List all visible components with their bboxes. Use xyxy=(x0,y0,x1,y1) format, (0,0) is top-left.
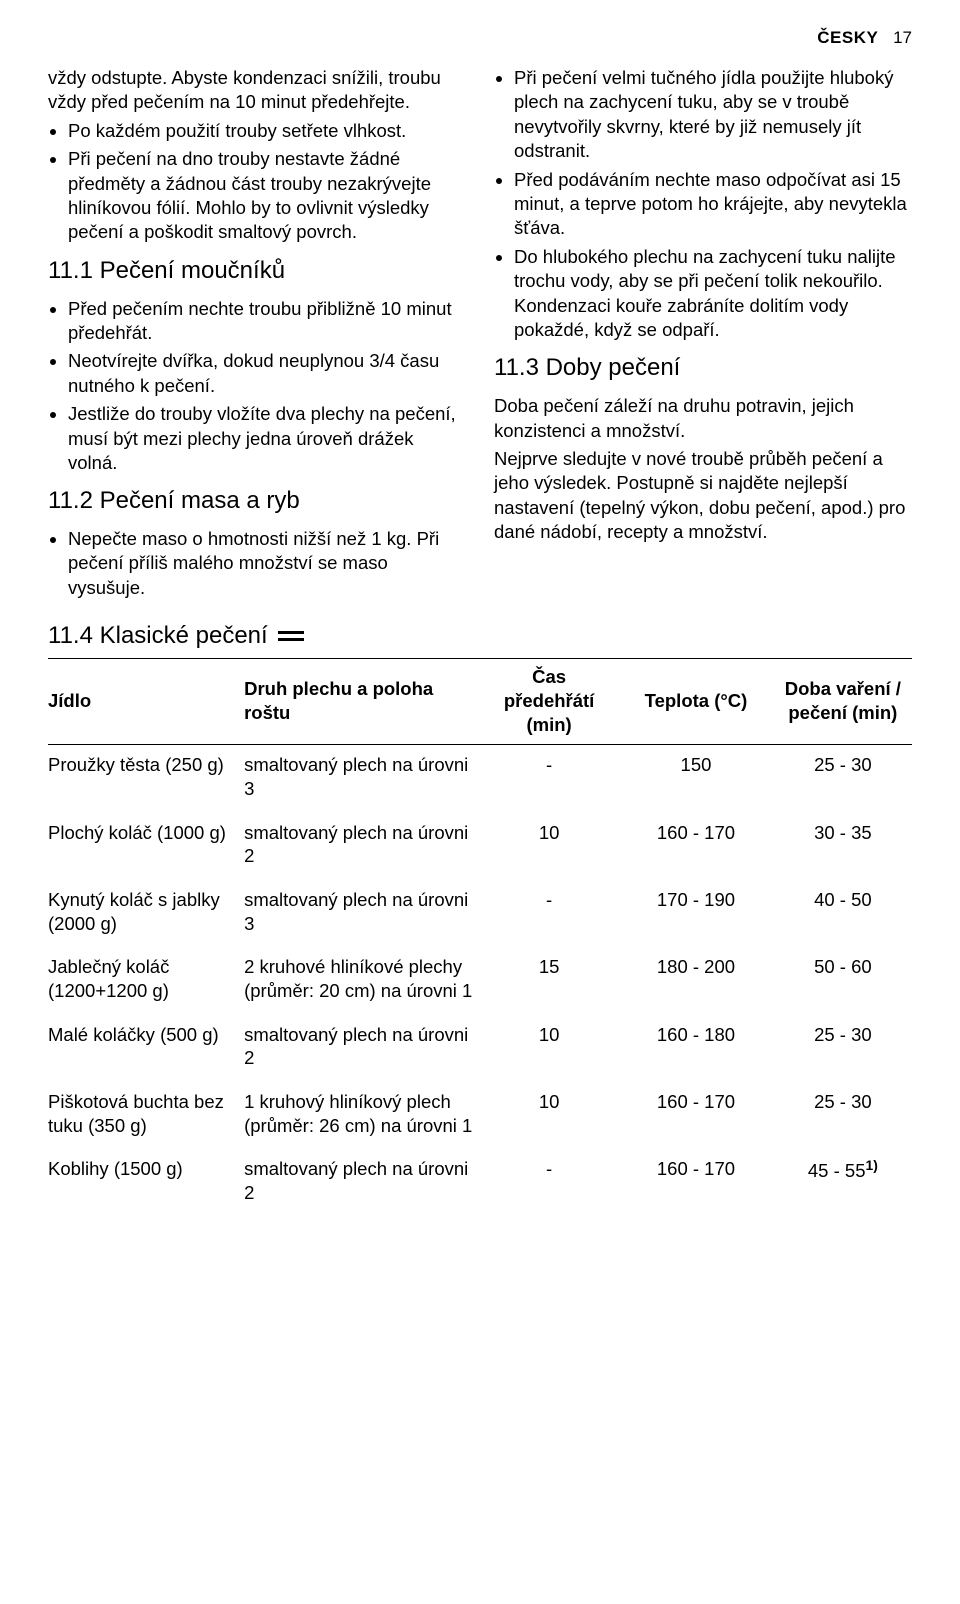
cell-temp: 180 - 200 xyxy=(618,947,774,1014)
left-column: vždy odstupte. Abyste kondenzaci snížili… xyxy=(48,66,466,610)
cell-temp: 160 - 170 xyxy=(618,1149,774,1216)
cell-tray: 2 kruhové hliníkové plechy (průměr: 20 c… xyxy=(238,947,480,1014)
cell-food: Jablečný koláč (1200+1200 g) xyxy=(48,947,238,1014)
section-11-2-bullets: Nepečte maso o hmotnosti nižší než 1 kg.… xyxy=(48,527,466,600)
cell-food: Malé koláčky (500 g) xyxy=(48,1015,238,1082)
list-item: Do hlubokého plechu na zachycení tuku na… xyxy=(514,245,912,343)
th-preheat: Čas předehřátí (min) xyxy=(480,659,618,745)
section-11-1-bullets: Před pečením nechte troubu přibližně 10 … xyxy=(48,297,466,476)
cell-cook: 40 - 50 xyxy=(774,880,912,947)
list-item: Před pečením nechte troubu přibližně 10 … xyxy=(68,297,466,346)
table-row: Plochý koláč (1000 g)smaltovaný plech na… xyxy=(48,813,912,880)
cell-tray: smaltovaný plech na úrovni 3 xyxy=(238,880,480,947)
section-11-3-p2: Nejprve sledujte v nové troubě průběh pe… xyxy=(494,447,912,545)
section-11-4-label: 11.4 Klasické pečení xyxy=(48,622,268,650)
table-row: Proužky těsta (250 g)smaltovaný plech na… xyxy=(48,745,912,813)
section-11-2-title: 11.2 Pečení masa a ryb xyxy=(48,485,466,517)
table-row: Kynutý koláč s jablky (2000 g)smaltovaný… xyxy=(48,880,912,947)
th-cook: Doba vaření / pečení (min) xyxy=(774,659,912,745)
baking-table: Jídlo Druh plechu a poloha roštu Čas pře… xyxy=(48,658,912,1216)
intro-bullet: Po každém použití trouby setřete vlhkost… xyxy=(68,119,466,143)
page-header: ČESKY 17 xyxy=(48,28,912,48)
cell-preheat: 10 xyxy=(480,813,618,880)
cell-preheat: - xyxy=(480,880,618,947)
intro-bullets: Po každém použití trouby setřete vlhkost… xyxy=(48,119,466,245)
intro-bullet: Při pečení na dno trouby nestavte žádné … xyxy=(68,147,466,245)
cell-preheat: - xyxy=(480,745,618,813)
cell-cook: 50 - 60 xyxy=(774,947,912,1014)
table-row: Jablečný koláč (1200+1200 g)2 kruhové hl… xyxy=(48,947,912,1014)
cell-temp: 150 xyxy=(618,745,774,813)
cell-food: Kynutý koláč s jablky (2000 g) xyxy=(48,880,238,947)
table-row: Koblihy (1500 g)smaltovaný plech na úrov… xyxy=(48,1149,912,1216)
section-11-1-title: 11.1 Pečení moučníků xyxy=(48,255,466,287)
cell-temp: 170 - 190 xyxy=(618,880,774,947)
header-page-num: 17 xyxy=(893,28,912,47)
list-item: Při pečení velmi tučného jídla použijte … xyxy=(514,66,912,164)
table-row: Malé koláčky (500 g)smaltovaný plech na … xyxy=(48,1015,912,1082)
cell-temp: 160 - 180 xyxy=(618,1015,774,1082)
cell-cook: 25 - 30 xyxy=(774,1015,912,1082)
right-top-bullets: Při pečení velmi tučného jídla použijte … xyxy=(494,66,912,342)
two-column-text: vždy odstupte. Abyste kondenzaci snížili… xyxy=(48,66,912,610)
section-11-4-title: 11.4 Klasické pečení xyxy=(48,622,912,650)
th-temp: Teplota (°C) xyxy=(618,659,774,745)
cell-tray: smaltovaný plech na úrovni 2 xyxy=(238,1149,480,1216)
cell-cook: 25 - 30 xyxy=(774,745,912,813)
cell-food: Plochý koláč (1000 g) xyxy=(48,813,238,880)
section-11-3-p1: Doba pečení záleží na druhu potravin, je… xyxy=(494,394,912,443)
list-item: Před podáváním nechte maso odpočívat asi… xyxy=(514,168,912,241)
cell-tray: 1 kruhový hliníkový plech (průměr: 26 cm… xyxy=(238,1082,480,1149)
list-item: Neotvírejte dvířka, dokud neuplynou 3/4 … xyxy=(68,349,466,398)
list-item: Nepečte maso o hmotnosti nižší než 1 kg.… xyxy=(68,527,466,600)
list-item: Jestliže do trouby vložíte dva plechy na… xyxy=(68,402,466,475)
cell-food: Piškotová buchta bez tuku (350 g) xyxy=(48,1082,238,1149)
cell-cook: 30 - 35 xyxy=(774,813,912,880)
right-column: Při pečení velmi tučného jídla použijte … xyxy=(494,66,912,610)
cell-cook: 45 - 551) xyxy=(774,1149,912,1216)
th-tray: Druh plechu a poloha roštu xyxy=(238,659,480,745)
cell-temp: 160 - 170 xyxy=(618,813,774,880)
cell-tray: smaltovaný plech na úrovni 2 xyxy=(238,813,480,880)
cell-temp: 160 - 170 xyxy=(618,1082,774,1149)
cell-cook: 25 - 30 xyxy=(774,1082,912,1149)
cell-food: Koblihy (1500 g) xyxy=(48,1149,238,1216)
cell-preheat: 10 xyxy=(480,1015,618,1082)
cell-preheat: 15 xyxy=(480,947,618,1014)
table-row: Piškotová buchta bez tuku (350 g)1 kruho… xyxy=(48,1082,912,1149)
conventional-heat-icon xyxy=(278,631,304,641)
cell-tray: smaltovaný plech na úrovni 3 xyxy=(238,745,480,813)
cell-tray: smaltovaný plech na úrovni 2 xyxy=(238,1015,480,1082)
cell-food: Proužky těsta (250 g) xyxy=(48,745,238,813)
header-lang: ČESKY xyxy=(817,28,878,47)
th-food: Jídlo xyxy=(48,659,238,745)
footnote-ref: 1) xyxy=(866,1157,878,1173)
cell-preheat: 10 xyxy=(480,1082,618,1149)
cell-preheat: - xyxy=(480,1149,618,1216)
table-header-row: Jídlo Druh plechu a poloha roštu Čas pře… xyxy=(48,659,912,745)
intro-cont: vždy odstupte. Abyste kondenzaci snížili… xyxy=(48,66,466,115)
section-11-3-title: 11.3 Doby pečení xyxy=(494,352,912,384)
